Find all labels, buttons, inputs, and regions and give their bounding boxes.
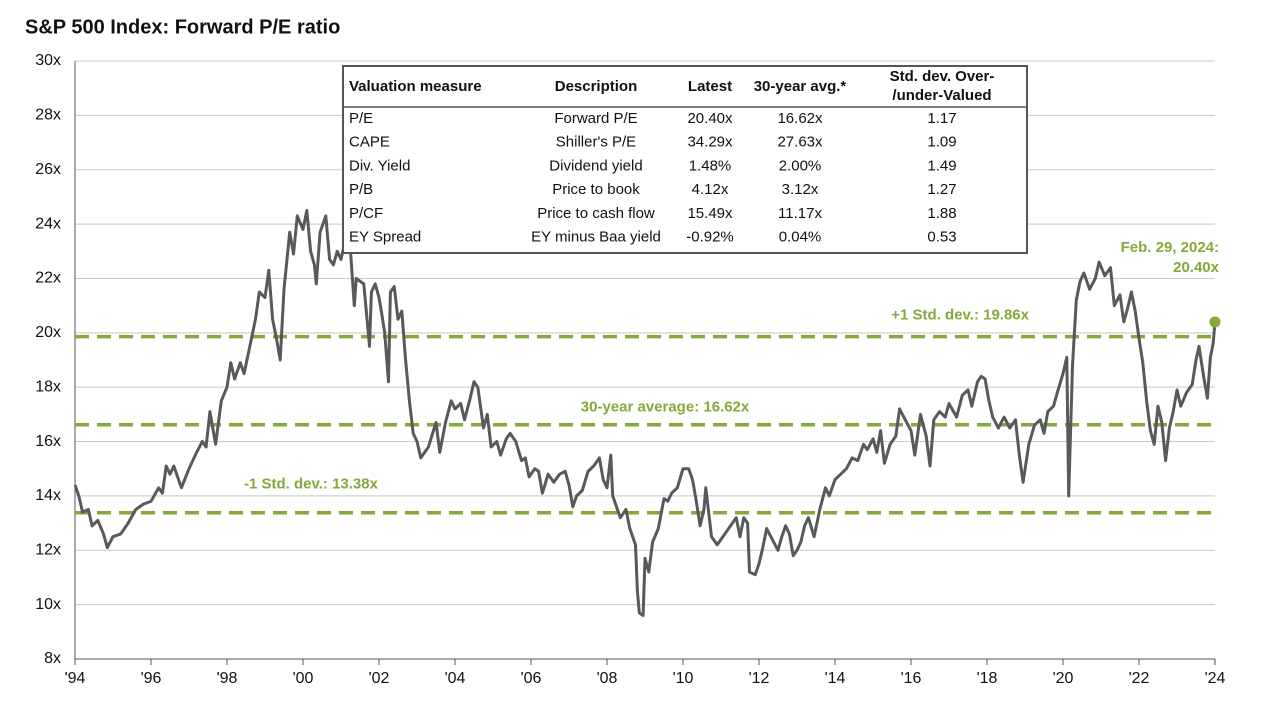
table-cell: 1.88 xyxy=(927,205,956,222)
y-tick-label: 24x xyxy=(35,215,61,232)
x-tick-label: '94 xyxy=(65,670,86,687)
table-cell: 20.40x xyxy=(687,110,733,127)
y-tick-label: 10x xyxy=(35,596,61,613)
table-cell: 1.48% xyxy=(689,157,732,174)
annotation: 20.40x xyxy=(1173,259,1220,276)
table-cell: 16.62x xyxy=(777,110,823,127)
x-tick-label: '00 xyxy=(293,670,314,687)
y-tick-label: 30x xyxy=(35,52,61,69)
table-cell: P/E xyxy=(349,110,373,127)
x-tick-label: '04 xyxy=(445,670,466,687)
table-cell: 1.17 xyxy=(927,110,956,127)
table-cell: 2.00% xyxy=(779,157,822,174)
x-tick-label: '02 xyxy=(369,670,390,687)
x-tick-label: '16 xyxy=(901,670,922,687)
x-tick-label: '14 xyxy=(825,670,846,687)
table-header: Description xyxy=(555,78,638,95)
table-cell: Price to cash flow xyxy=(537,205,655,222)
table-cell: CAPE xyxy=(349,134,390,151)
x-tick-label: '12 xyxy=(749,670,770,687)
table-cell: 34.29x xyxy=(687,134,733,151)
table-box xyxy=(342,65,1028,254)
table-cell: 1.27 xyxy=(927,181,956,198)
y-tick-label: 8x xyxy=(44,650,61,667)
y-tick-label: 26x xyxy=(35,161,61,178)
x-tick-label: '20 xyxy=(1053,670,1074,687)
y-tick-label: 22x xyxy=(35,270,61,287)
reference-label: -1 Std. dev.: 13.38x xyxy=(244,476,379,493)
x-tick-label: '08 xyxy=(597,670,618,687)
x-tick-label: '18 xyxy=(977,670,998,687)
table-cell: -0.92% xyxy=(686,228,734,245)
table-cell: Shiller's P/E xyxy=(556,134,636,151)
reference-label: +1 Std. dev.: 19.86x xyxy=(891,307,1029,324)
table-cell: P/B xyxy=(349,181,373,198)
table-header: Latest xyxy=(688,78,732,95)
table-header: Std. dev. Over- xyxy=(890,68,995,85)
y-tick-label: 18x xyxy=(35,378,61,395)
table-cell: Forward P/E xyxy=(554,110,637,127)
table-cell: 1.09 xyxy=(927,134,956,151)
table-cell: 3.12x xyxy=(782,181,819,198)
table-cell: Dividend yield xyxy=(549,157,642,174)
y-tick-label: 16x xyxy=(35,433,61,450)
table-cell: Div. Yield xyxy=(349,157,410,174)
table-header: /under-Valued xyxy=(892,87,991,104)
annotation: Feb. 29, 2024: xyxy=(1121,239,1219,256)
y-tick-label: 14x xyxy=(35,487,61,504)
table-cell: 27.63x xyxy=(777,134,823,151)
x-tick-label: '10 xyxy=(673,670,694,687)
y-tick-label: 28x xyxy=(35,107,61,124)
end-point xyxy=(1209,316,1221,328)
table-cell: Price to book xyxy=(552,181,640,198)
x-tick-label: '96 xyxy=(141,670,162,687)
y-tick-label: 20x xyxy=(35,324,61,341)
table-cell: EY minus Baa yield xyxy=(531,228,661,245)
chart-title: S&P 500 Index: Forward P/E ratio xyxy=(25,16,340,38)
table-cell: 1.49 xyxy=(927,157,956,174)
line xyxy=(73,209,1217,617)
reference-label: 30-year average: 16.62x xyxy=(581,399,750,416)
table-header: 30-year avg.* xyxy=(754,78,847,95)
table-cell: 0.04% xyxy=(779,228,822,245)
table-cell: 15.49x xyxy=(687,205,733,222)
x-tick-label: '24 xyxy=(1205,670,1226,687)
table-cell: 11.17x xyxy=(778,205,822,222)
table-cell: 4.12x xyxy=(692,181,729,198)
table-cell: P/CF xyxy=(349,205,383,222)
table-cell: 0.53 xyxy=(927,228,956,245)
table-header: Valuation measure xyxy=(349,78,482,95)
x-tick-label: '98 xyxy=(217,670,238,687)
x-tick-label: '06 xyxy=(521,670,542,687)
y-tick-label: 12x xyxy=(35,541,61,558)
x-tick-label: '22 xyxy=(1129,670,1150,687)
table-cell: EY Spread xyxy=(349,228,421,245)
